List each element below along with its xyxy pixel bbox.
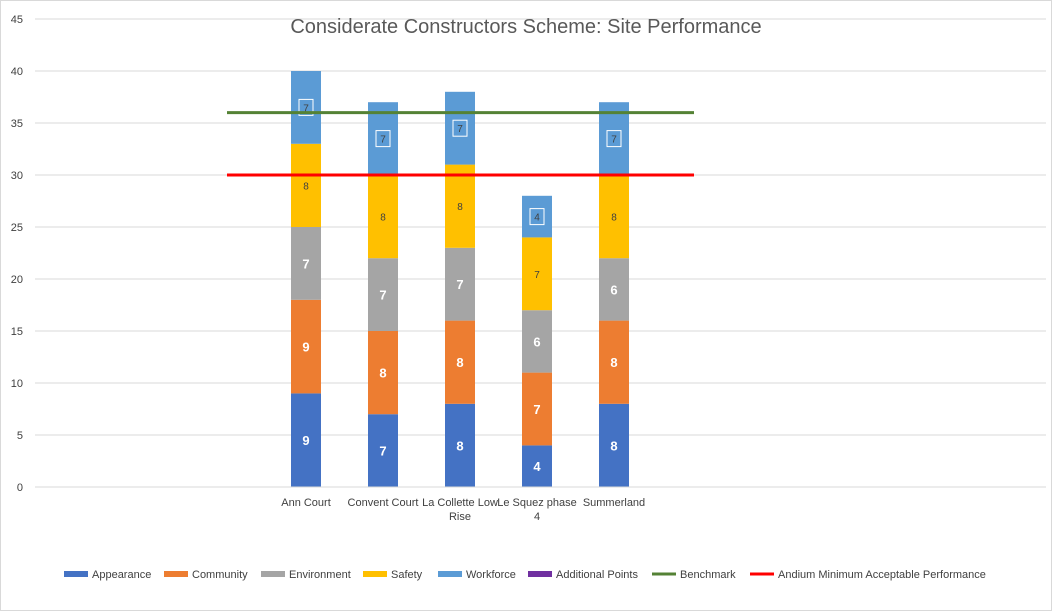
legend-label: Safety — [391, 569, 423, 581]
data-label: 8 — [456, 438, 463, 453]
data-label: 8 — [611, 213, 617, 224]
bar-segment — [368, 175, 398, 259]
data-label: 7 — [533, 402, 540, 417]
data-label: 8 — [610, 355, 617, 370]
legend-label: Appearance — [92, 569, 151, 581]
legend-label: Andium Minimum Acceptable Performance — [778, 569, 986, 581]
reference-lines — [227, 111, 694, 177]
data-label: 8 — [380, 213, 386, 224]
data-label: 9 — [302, 340, 309, 355]
y-tick-label: 45 — [11, 14, 23, 26]
legend-swatch — [164, 571, 188, 577]
y-tick-label: 15 — [11, 326, 23, 338]
legend-label: Additional Points — [556, 569, 638, 581]
bar-segment — [291, 143, 321, 227]
bar-segment — [599, 102, 629, 175]
data-label: 4 — [534, 213, 540, 224]
data-label: 8 — [457, 202, 463, 213]
y-tick-label: 20 — [11, 274, 23, 286]
data-label: 7 — [303, 103, 309, 114]
data-label: 8 — [456, 355, 463, 370]
legend-label: Workforce — [466, 569, 516, 581]
bar-segment — [522, 310, 552, 373]
x-tick-label: Le Squez phase 4 — [497, 497, 577, 523]
x-tick-label: Convent Court — [348, 497, 419, 509]
data-label-box — [606, 130, 622, 148]
bar-segment — [368, 331, 398, 415]
data-label: 7 — [456, 277, 463, 292]
x-tick-label: La Collette Low Rise — [422, 497, 498, 523]
data-label-box — [452, 119, 468, 137]
y-tick-label: 5 — [17, 430, 23, 442]
bars: 9 9 7 8 7 7 8 7 8 7 8 8 7 8 7 4 7 6 7 4 8 8 6 8 7 — [291, 71, 629, 487]
legend-label: Benchmark — [680, 569, 736, 581]
bar-segment — [445, 403, 475, 487]
data-label: 6 — [533, 334, 540, 349]
data-label: 8 — [303, 181, 309, 192]
data-label: 7 — [380, 135, 386, 146]
legend-swatch — [363, 571, 387, 577]
y-tick-label: 30 — [11, 170, 23, 182]
data-label-box — [375, 130, 391, 148]
legend-swatch — [261, 571, 285, 577]
bar-segment — [445, 164, 475, 248]
data-label-box — [529, 208, 545, 226]
data-label: 8 — [610, 438, 617, 453]
x-tick-label: Ann Court — [281, 497, 331, 509]
data-label: 7 — [302, 256, 309, 271]
bar-segment — [445, 247, 475, 321]
legend: Appearance Community Environment Safety Work… — [64, 569, 986, 581]
y-axis: 0 5 10 15 20 25 30 35 40 45 — [11, 14, 23, 494]
legend-swatch — [528, 571, 552, 577]
data-label: 7 — [379, 444, 386, 459]
bar-segment — [522, 372, 552, 446]
bar-segment — [599, 320, 629, 404]
data-label-box — [298, 98, 314, 116]
legend-label: Community — [192, 569, 248, 581]
x-axis: Ann Court Convent Court La Collette Low Ris… — [35, 486, 1046, 523]
data-label: 7 — [379, 288, 386, 303]
bar-segment — [599, 175, 629, 259]
bar-segment — [368, 102, 398, 175]
y-tick-label: 25 — [11, 222, 23, 234]
y-tick-label: 35 — [11, 118, 23, 130]
bar-segment — [599, 258, 629, 321]
bar-segment — [522, 445, 552, 487]
bar-segment — [368, 258, 398, 331]
bar-segment — [291, 227, 321, 300]
data-label: 6 — [610, 282, 617, 297]
data-label: 7 — [611, 135, 617, 146]
bar-segment — [522, 195, 552, 238]
data-label: 4 — [533, 459, 541, 474]
legend-swatch — [438, 571, 462, 577]
bar-segment — [291, 393, 321, 487]
bar-segment — [599, 403, 629, 487]
bar-segment — [291, 299, 321, 394]
bar-segment — [522, 237, 552, 311]
y-tick-label: 0 — [17, 482, 23, 494]
bar-segment — [291, 71, 321, 144]
bar-segment — [368, 414, 398, 487]
data-label: 9 — [302, 433, 309, 448]
data-label: 8 — [379, 366, 386, 381]
legend-swatch — [64, 571, 88, 577]
y-tick-label: 40 — [11, 66, 23, 78]
bar-segment — [445, 320, 475, 404]
x-tick-label: Summerland — [583, 497, 645, 509]
legend-label: Environment — [289, 569, 351, 581]
data-label: 7 — [534, 270, 540, 281]
bar-segment — [445, 91, 475, 165]
data-label: 7 — [457, 124, 463, 135]
chart-title: Considerate Constructors Scheme: Site Pe… — [290, 16, 761, 38]
y-tick-label: 10 — [11, 378, 23, 390]
